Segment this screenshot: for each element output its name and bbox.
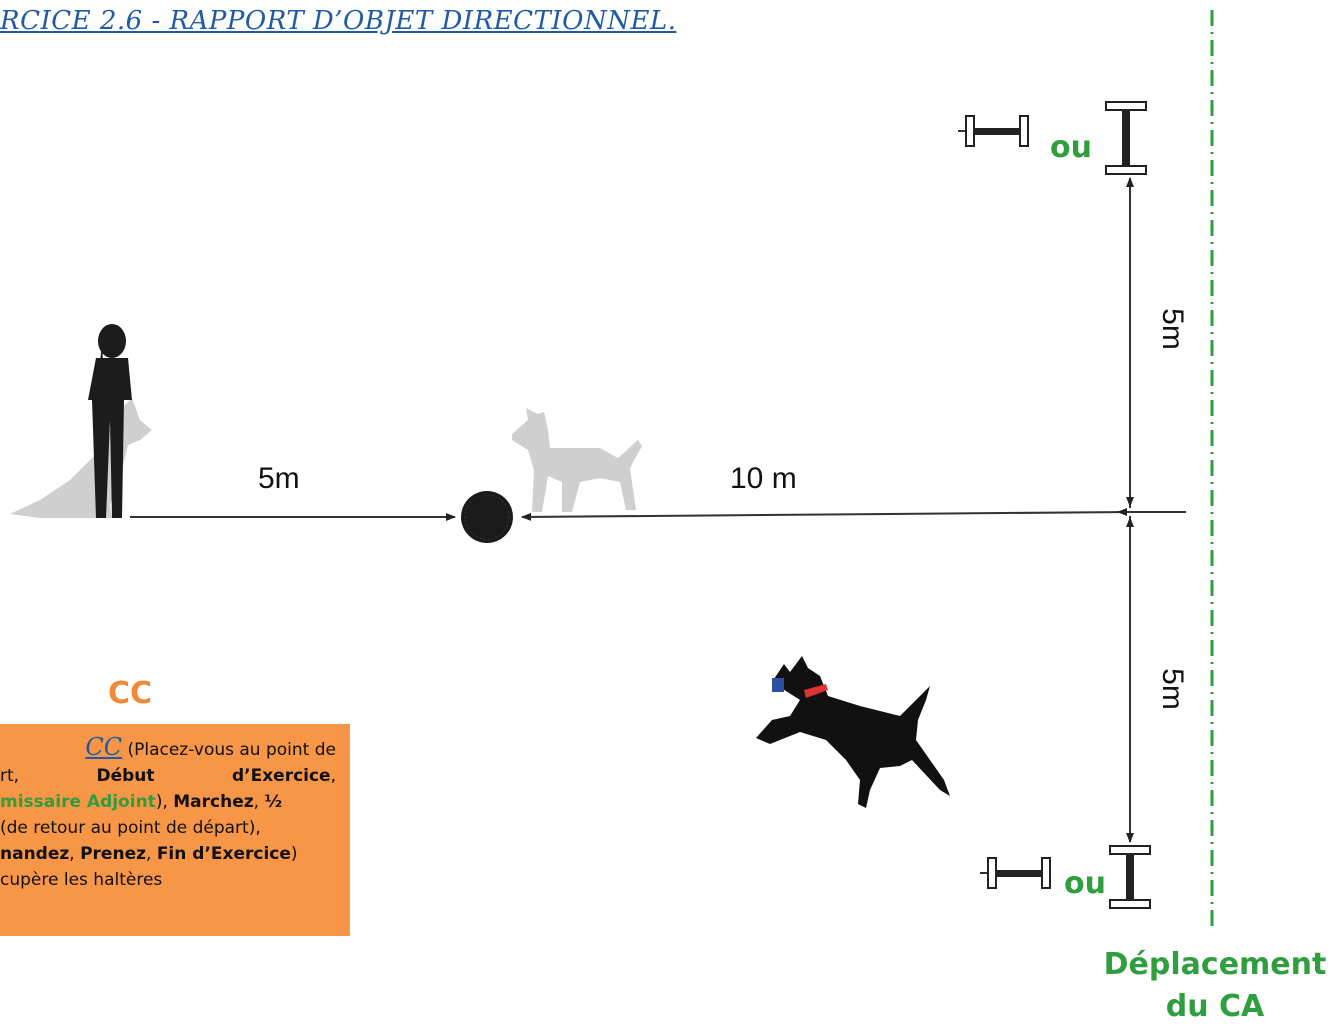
jumping-dog-icon bbox=[756, 656, 950, 808]
distance-label-handler-object: 5m bbox=[258, 462, 300, 495]
note-line2-b: Début bbox=[96, 766, 155, 786]
ou-label-top: ou bbox=[1050, 130, 1092, 165]
ca-movement-label: Déplacement du CA bbox=[1100, 944, 1330, 1028]
dumbbell-horizontal-bottom-icon bbox=[980, 857, 1051, 889]
note-line-6: cupère les haltères bbox=[0, 870, 163, 890]
handler-silhouette-icon bbox=[88, 324, 132, 518]
note-line2-c: d’Exercice bbox=[231, 766, 331, 786]
note-line2-d: , bbox=[330, 766, 336, 786]
note-line3-b: Marchez bbox=[173, 792, 254, 812]
note-line2-a: rt, bbox=[0, 766, 20, 786]
note-line5-e: Fin d’Exercice bbox=[156, 844, 291, 864]
standing-dog-ghost-icon bbox=[512, 408, 642, 512]
object-to-cross-line bbox=[521, 511, 1131, 521]
note-line5-d: , bbox=[146, 844, 157, 864]
ou-label-bottom: ou bbox=[1064, 866, 1106, 901]
dumbbell-vertical-top-icon bbox=[1105, 101, 1147, 175]
note-cc: CC bbox=[85, 733, 123, 761]
note-line-5: nandez, Prenez, Fin d’Exercice) bbox=[0, 841, 336, 867]
note-line5-b: , bbox=[69, 844, 81, 864]
cc-label: CC bbox=[108, 676, 153, 711]
ca-movement-line2: du CA bbox=[1165, 989, 1265, 1024]
note-line3-c: , bbox=[253, 792, 265, 812]
note-line3-d: ½ bbox=[264, 792, 283, 812]
distance-label-object-cross: 10 m bbox=[730, 462, 797, 495]
ca-movement-line1: Déplacement bbox=[1103, 947, 1327, 982]
note-line3-green: missaire Adjoint bbox=[0, 792, 156, 812]
sitting-dog-silhouette-icon bbox=[10, 398, 152, 518]
note-line-4: (de retour au point de départ), bbox=[0, 818, 261, 838]
instruction-box: CC (Placez-vous au point de rt, Début d’… bbox=[0, 724, 350, 936]
dumbbell-horizontal-top-icon bbox=[958, 115, 1029, 147]
distance-label-cross-bottom: 5m bbox=[1156, 668, 1189, 710]
distance-label-cross-top: 5m bbox=[1156, 308, 1189, 350]
note-line-1: CC (Placez-vous au point de bbox=[0, 734, 336, 763]
note-line5-c: Prenez bbox=[80, 844, 146, 864]
note-line5-a: nandez bbox=[0, 844, 70, 864]
note-line-2: rt, Début d’Exercice, bbox=[0, 763, 336, 789]
note-line5-f: ) bbox=[290, 844, 298, 864]
note-line3-a: ), bbox=[155, 792, 174, 812]
dumbbell-vertical-bottom-icon bbox=[1109, 845, 1151, 909]
note-line1-text: (Placez-vous au point de bbox=[122, 740, 336, 760]
note-line-3: missaire Adjoint), Marchez, ½ bbox=[0, 789, 336, 815]
note-line2-cd: d’Exercice, bbox=[232, 763, 336, 789]
exercise-title: RCICE 2.6 - RAPPORT D’OBJET DIRECTIONNEL… bbox=[0, 6, 677, 36]
ball-object bbox=[461, 491, 513, 543]
